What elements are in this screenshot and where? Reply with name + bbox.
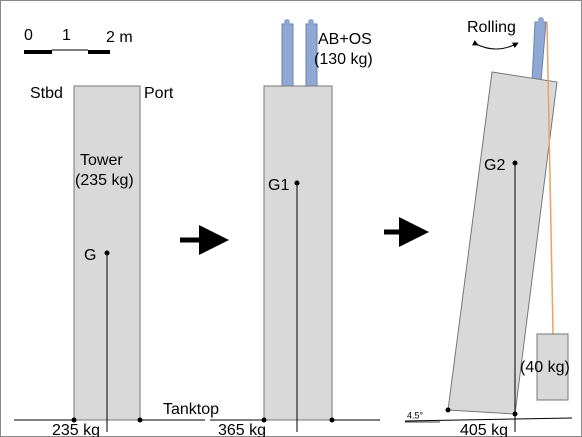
label: G: [84, 247, 96, 264]
label: Stbd: [30, 85, 63, 102]
load-label: 365 kg: [218, 422, 266, 437]
rope: [546, 21, 554, 335]
scale-bar: 0 1 2 m: [24, 27, 133, 54]
tower: [263, 85, 333, 421]
label: (235 kg): [75, 172, 134, 189]
label: Port: [144, 85, 174, 102]
support: [512, 411, 518, 417]
load-label: 235 kg: [52, 422, 100, 437]
cog-dot: [104, 250, 110, 256]
pole-top: [284, 19, 290, 25]
pole-top: [538, 17, 544, 23]
support: [71, 417, 77, 423]
label: G2: [484, 157, 505, 174]
weight: [536, 333, 569, 401]
label: Tower: [80, 152, 123, 169]
rolling-arrow: [471, 39, 519, 50]
support: [329, 417, 335, 423]
label: Rolling: [467, 19, 516, 36]
label: (40 kg): [520, 359, 570, 376]
pole-top: [308, 19, 314, 25]
floor-label: Tanktop: [163, 401, 219, 418]
support: [261, 417, 267, 423]
cog-dot: [512, 160, 518, 166]
scale-label: 2 m: [106, 29, 133, 46]
scale-label: 1: [62, 27, 71, 44]
label: AB+OS: [318, 31, 372, 48]
label: G1: [268, 177, 289, 194]
floor-line: [404, 417, 573, 422]
support: [445, 407, 451, 413]
pole: [281, 23, 294, 87]
support: [137, 417, 143, 423]
label: (130 kg): [314, 51, 373, 68]
scale-label: 0: [24, 27, 33, 44]
load-label: 405 kg: [460, 422, 508, 437]
cog-dot: [294, 180, 300, 186]
pole: [531, 21, 547, 83]
angle-label: 4.5°: [407, 410, 424, 420]
